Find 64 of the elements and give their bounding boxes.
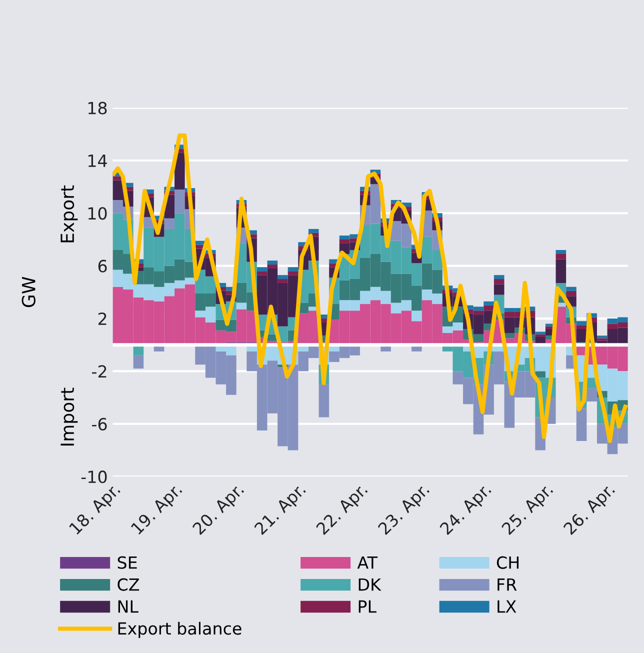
bar — [576, 329, 587, 342]
bar — [133, 355, 144, 369]
bar — [494, 284, 504, 295]
bar — [484, 305, 494, 311]
x-tick-label: 23. Apr. — [377, 482, 432, 538]
legend-label: LX — [498, 600, 516, 613]
bar — [596, 338, 608, 341]
bar — [256, 271, 268, 276]
bar — [288, 271, 298, 276]
legend-label: PL — [358, 600, 376, 613]
y-tick-label: -6 — [92, 418, 107, 430]
y-tick-label: 10 — [88, 207, 107, 220]
bar — [556, 254, 566, 260]
y-tick-label: 14 — [88, 154, 107, 167]
bar — [535, 334, 546, 337]
y-tick-label: 18 — [88, 102, 107, 114]
bar — [256, 267, 268, 272]
bar — [556, 250, 566, 254]
bar — [318, 384, 330, 418]
bar — [267, 260, 278, 265]
bar — [288, 267, 298, 272]
legend-label: FR — [498, 578, 517, 591]
bar — [535, 332, 546, 334]
legend-label: DK — [358, 578, 382, 591]
legend-label: Export balance — [118, 622, 242, 638]
bar — [566, 286, 576, 291]
bar — [576, 325, 587, 330]
bar — [164, 218, 175, 229]
text: Import — [60, 388, 78, 446]
bar — [535, 371, 546, 378]
y-tick-label: -10 — [81, 470, 107, 484]
x-tick-label: 26. Apr. — [562, 482, 618, 538]
y-tick-label: -2 — [92, 365, 106, 378]
y-tick-label: 2 — [98, 312, 106, 325]
bar — [494, 279, 504, 284]
legend-label: CH — [496, 556, 519, 569]
x-tick-label: 21. Apr. — [254, 482, 308, 538]
x-tick-label: 19. Apr. — [130, 482, 185, 538]
bar — [576, 408, 587, 441]
bar — [278, 275, 288, 280]
bar — [278, 279, 288, 283]
bar — [566, 290, 576, 296]
bar — [576, 321, 587, 326]
x-tick-label: 20. Apr. — [192, 482, 246, 538]
x-tick-label: 22. Apr. — [316, 482, 370, 538]
bar — [494, 275, 504, 280]
bar — [267, 264, 278, 268]
x-tick-label: 25. Apr. — [500, 482, 556, 538]
legend-label: AT — [357, 556, 378, 569]
bar — [308, 228, 319, 233]
legend-label: CZ — [118, 578, 140, 591]
y-tick-label: 6 — [98, 260, 107, 272]
legend-label: SE — [118, 556, 137, 569]
y-axis-title: GW — [22, 276, 36, 308]
bar — [236, 302, 247, 310]
text: Export — [60, 185, 78, 242]
x-tick-label: 18. Apr. — [68, 482, 123, 538]
bar — [412, 310, 422, 322]
legend-label: NL — [118, 600, 138, 613]
bar — [596, 336, 608, 338]
bar — [484, 301, 494, 306]
x-tick-label: 24. Apr. — [439, 482, 494, 538]
bar — [556, 259, 566, 283]
bar — [586, 388, 597, 402]
